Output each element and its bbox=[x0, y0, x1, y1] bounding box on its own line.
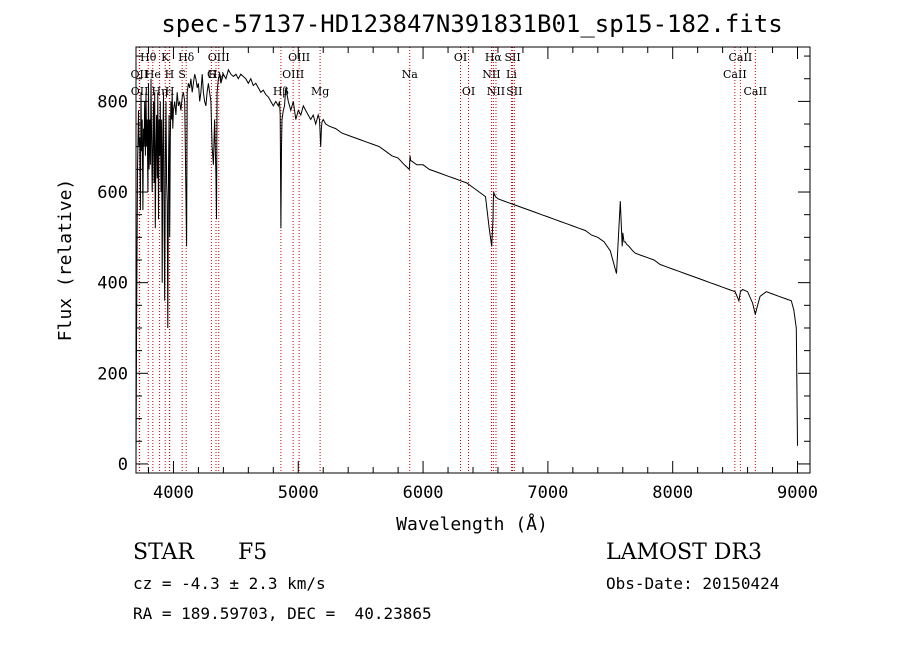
survey-name: LAMOST DR3 bbox=[606, 540, 762, 565]
reference-label: Na bbox=[402, 68, 419, 81]
x-tick-label: 5000 bbox=[278, 483, 319, 503]
reference-label: Hδ bbox=[178, 51, 195, 64]
plot-frame bbox=[135, 46, 811, 474]
reference-label: G bbox=[207, 68, 216, 81]
reference-label: He bbox=[145, 68, 161, 81]
reference-label: Mg bbox=[311, 85, 329, 98]
reference-label: CaII bbox=[723, 68, 747, 81]
reference-label: K bbox=[161, 51, 170, 64]
reference-label: S bbox=[178, 68, 186, 81]
reference-label: H bbox=[165, 85, 175, 98]
spectral-subclass: F5 bbox=[238, 540, 268, 565]
reference-label: SII bbox=[506, 85, 522, 98]
reference-label: CaII bbox=[743, 85, 767, 98]
redshift-readout: cz = -4.3 ± 2.3 km/s bbox=[133, 574, 326, 593]
chart-title: spec-57137-HD123847N391831B01_sp15-182.f… bbox=[161, 10, 782, 38]
reference-label: NII bbox=[487, 85, 505, 98]
reference-lines bbox=[138, 47, 756, 473]
x-tick-label: 4000 bbox=[153, 483, 194, 503]
reference-label: NII bbox=[482, 68, 500, 81]
reference-label: OII bbox=[131, 68, 149, 81]
y-axis: 0 200 400 600 800 bbox=[97, 55, 810, 475]
y-tick-label: 200 bbox=[97, 364, 128, 384]
reference-label: OIII bbox=[282, 68, 304, 81]
x-axis-label: Wavelength (Å) bbox=[396, 513, 548, 535]
reference-label: SII bbox=[504, 51, 520, 64]
y-tick-label: 800 bbox=[97, 92, 128, 112]
reference-label: H bbox=[165, 68, 175, 81]
reference-label: Hα bbox=[485, 51, 503, 64]
object-class: STAR bbox=[133, 540, 194, 565]
y-axis-label: Flux (relative) bbox=[55, 179, 76, 342]
reference-label: Li bbox=[506, 68, 517, 81]
x-tick-label: 9000 bbox=[777, 483, 818, 503]
series-line-flux bbox=[135, 68, 798, 464]
y-tick-label: 0 bbox=[118, 455, 128, 475]
reference-label: Hθ bbox=[140, 51, 157, 64]
x-tick-label: 8000 bbox=[652, 483, 693, 503]
reference-label: OI bbox=[462, 85, 475, 98]
x-tick-label: 6000 bbox=[403, 483, 444, 503]
x-axis: 4000 5000 6000 7000 8000 9000 bbox=[147, 47, 818, 503]
reference-label: OIII bbox=[208, 51, 230, 64]
y-tick-label: 400 bbox=[97, 274, 128, 294]
reference-label: OIII bbox=[288, 51, 310, 64]
reference-label: OII bbox=[131, 85, 149, 98]
reference-label: CaII bbox=[729, 51, 753, 64]
x-tick-label: 7000 bbox=[527, 483, 568, 503]
y-tick-label: 600 bbox=[97, 183, 128, 203]
obs-date: Obs-Date: 20150424 bbox=[606, 574, 780, 593]
reference-label: OI bbox=[454, 51, 467, 64]
coordinates-readout: RA = 189.59703, DEC = 40.23865 bbox=[133, 604, 432, 623]
